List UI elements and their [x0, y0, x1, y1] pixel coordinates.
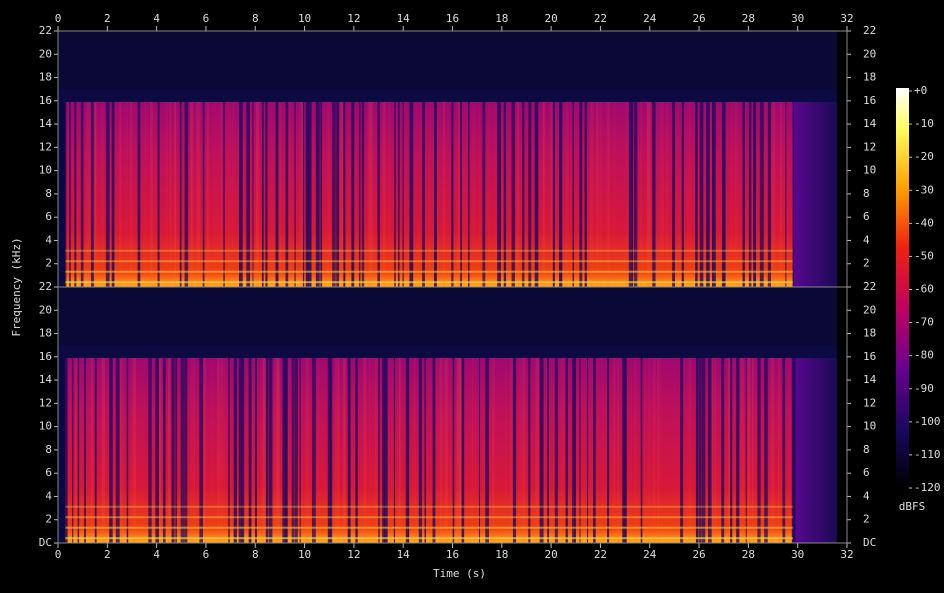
x-tick-label-top: 12 [347, 12, 360, 25]
colorbar-tick-label: -10 [914, 117, 934, 130]
x-tick-label-top: 24 [643, 12, 657, 25]
x-tick-label-top: 26 [692, 12, 705, 25]
y-tick-label: DC [39, 536, 52, 549]
y-tick-label-right: 4 [863, 489, 870, 502]
x-tick-label: 24 [643, 548, 657, 561]
x-tick-label-top: 30 [791, 12, 804, 25]
y-tick-label: 6 [45, 210, 52, 223]
y-tick-label-right: 6 [863, 210, 870, 223]
y-tick-label: 12 [39, 140, 52, 153]
y-tick-label-right: 12 [863, 396, 876, 409]
x-tick-label-top: 6 [203, 12, 210, 25]
y-tick-label: 2 [45, 513, 52, 526]
x-tick-label: 16 [446, 548, 459, 561]
y-tick-label-right: 14 [863, 117, 877, 130]
y-tick-label-right: 16 [863, 94, 876, 107]
colorbar-tick-label: -70 [914, 316, 934, 329]
x-tick-label: 6 [203, 548, 210, 561]
colorbar-tick-label: -80 [914, 349, 934, 362]
y-tick-label-right: 10 [863, 420, 876, 433]
colorbar-tick-label: +0 [914, 84, 927, 97]
y-tick-label-right: 6 [863, 466, 870, 479]
x-tick-label: 26 [692, 548, 705, 561]
y-tick-label: 8 [45, 187, 52, 200]
x-tick-label: 0 [55, 548, 62, 561]
y-tick-label: 10 [39, 164, 52, 177]
x-tick-label: 30 [791, 548, 804, 561]
y-tick-label-right: 2 [863, 257, 870, 270]
colorbar-tick-label: -50 [914, 249, 934, 262]
x-tick-label-top: 0 [55, 12, 62, 25]
y-tick-label-right: 20 [863, 303, 876, 316]
y-tick-label: 8 [45, 443, 52, 456]
y-tick-label-right: 22 [863, 280, 876, 293]
x-tick-label-top: 8 [252, 12, 259, 25]
y-tick-label-right: 16 [863, 350, 876, 363]
y-tick-label: 16 [39, 350, 52, 363]
y-tick-label: 18 [39, 327, 52, 340]
x-tick-label: 12 [347, 548, 360, 561]
x-tick-label-top: 2 [104, 12, 111, 25]
colorbar-tick-label: -110 [914, 448, 941, 461]
y-tick-label: 10 [39, 420, 52, 433]
y-tick-label: 18 [39, 71, 52, 84]
y-tick-label: 22 [39, 24, 52, 37]
y-tick-label: 20 [39, 303, 52, 316]
x-tick-label: 32 [840, 548, 853, 561]
x-tick-label: 28 [742, 548, 755, 561]
colorbar-tick-label: -40 [914, 216, 934, 229]
x-tick-label-top: 20 [545, 12, 558, 25]
x-tick-label: 10 [298, 548, 311, 561]
x-tick-label: 14 [397, 548, 411, 561]
y-tick-label: 14 [39, 373, 53, 386]
x-tick-label: 22 [594, 548, 607, 561]
y-tick-label: 2 [45, 257, 52, 270]
y-tick-label: 6 [45, 466, 52, 479]
y-tick-label: 4 [45, 489, 52, 502]
x-tick-label-top: 4 [153, 12, 160, 25]
y-tick-label: 14 [39, 117, 53, 130]
y-tick-label-right: 22 [863, 24, 876, 37]
y-tick-label-right: 2 [863, 513, 870, 526]
x-tick-label: 8 [252, 548, 259, 561]
colorbar-title: dBFS [899, 500, 926, 513]
colorbar-tick-label: -100 [914, 415, 941, 428]
x-tick-label: 4 [153, 548, 160, 561]
y-tick-label-right: 8 [863, 187, 870, 200]
y-tick-label-right: 8 [863, 443, 870, 456]
x-tick-label-top: 22 [594, 12, 607, 25]
x-tick-label-top: 18 [495, 12, 508, 25]
colorbar-tick-label: -20 [914, 150, 934, 163]
y-tick-label: 20 [39, 47, 52, 60]
y-tick-label: 22 [39, 280, 52, 293]
y-tick-label: 4 [45, 233, 52, 246]
y-tick-label-right: 4 [863, 233, 870, 246]
spectrogram [57, 30, 848, 544]
y-tick-label-right: 10 [863, 164, 876, 177]
y-tick-label-right: 18 [863, 71, 876, 84]
x-tick-label: 2 [104, 548, 111, 561]
y-tick-label: 16 [39, 94, 52, 107]
y-tick-label-right: 20 [863, 47, 876, 60]
y-tick-label-right: 14 [863, 373, 877, 386]
x-tick-label-top: 28 [742, 12, 755, 25]
x-tick-label-top: 10 [298, 12, 311, 25]
colorbar-tick-label: -30 [914, 183, 934, 196]
x-tick-label: 20 [545, 548, 558, 561]
y-axis-title: Frequency (kHz) [10, 237, 23, 336]
colorbar-tick-label: -90 [914, 382, 934, 395]
x-tick-label-top: 32 [840, 12, 853, 25]
x-tick-label-top: 16 [446, 12, 459, 25]
y-tick-label-right: 18 [863, 327, 876, 340]
y-tick-label: 12 [39, 396, 52, 409]
y-tick-label-right: DC [863, 536, 876, 549]
colorbar-tick-label: -120 [914, 481, 941, 494]
colorbar [896, 88, 909, 488]
x-tick-label-top: 14 [397, 12, 411, 25]
x-tick-label: 18 [495, 548, 508, 561]
y-tick-label-right: 12 [863, 140, 876, 153]
x-axis-title: Time (s) [433, 567, 486, 580]
colorbar-tick-label: -60 [914, 283, 934, 296]
